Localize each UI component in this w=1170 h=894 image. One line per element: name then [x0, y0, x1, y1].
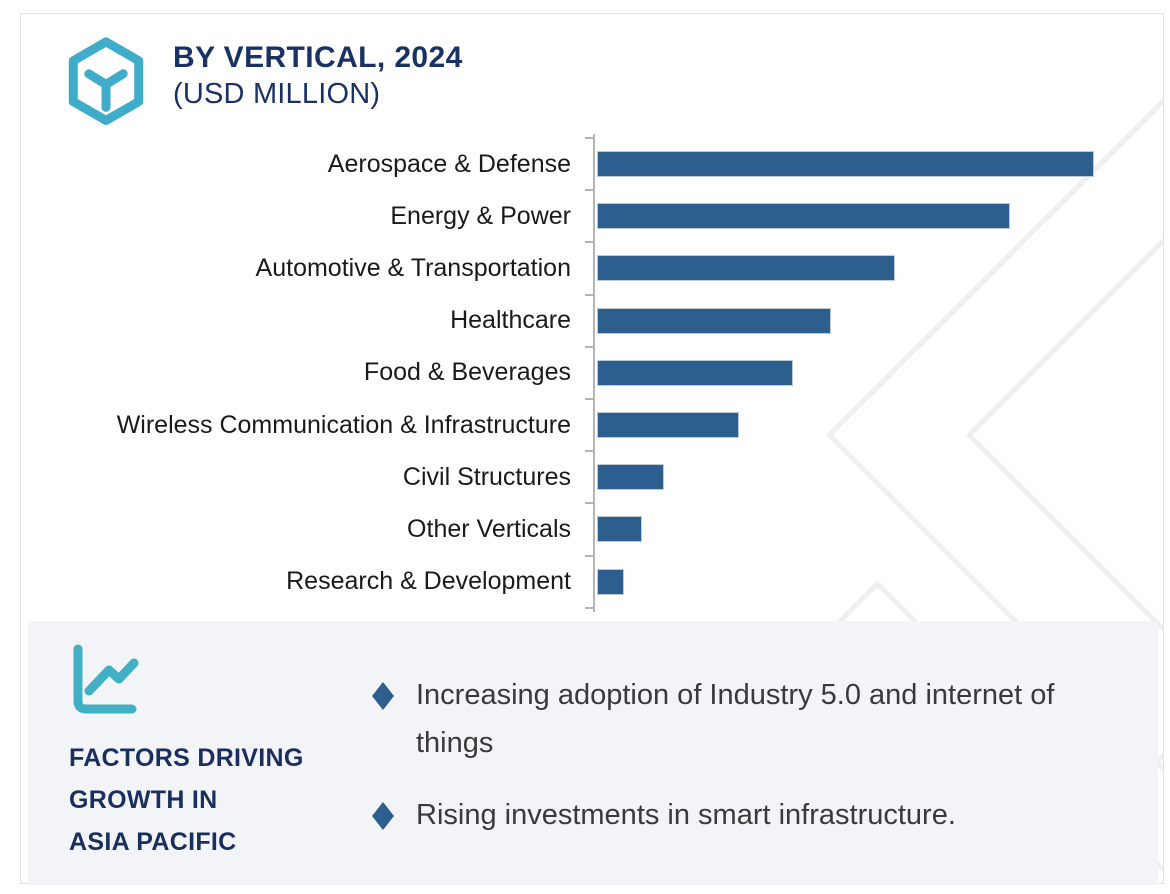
line-chart-icon [73, 644, 139, 714]
factors-title-line: ASIA PACIFIC [69, 828, 237, 856]
bar [597, 203, 1010, 230]
diamond-bullet-icon [372, 802, 394, 830]
axis-tick [585, 189, 594, 192]
bar [597, 255, 896, 282]
bar-track [594, 556, 1163, 608]
chart-row: Wireless Communication & Infrastructure [21, 399, 1163, 451]
category-label: Automotive & Transportation [255, 253, 571, 282]
axis-tick [585, 502, 594, 505]
axis-tick [585, 450, 594, 453]
axis-tick [585, 345, 594, 348]
page-title: BY VERTICAL, 2024 [173, 41, 463, 74]
category-label: Research & Development [286, 567, 571, 596]
axis-tick [585, 398, 594, 400]
factors-title: FACTORS DRIVING GROWTH IN ASIA PACIFIC [69, 737, 304, 863]
diamond-bullet-icon [372, 682, 394, 710]
bar-track [594, 451, 1163, 503]
chart-row: Other Verticals [21, 503, 1163, 555]
chart-row: Healthcare [21, 295, 1163, 347]
axis-tick [585, 293, 594, 296]
category-label: Energy & Power [390, 201, 571, 230]
brand-hexagon-cube-icon [68, 37, 144, 125]
bar-track [594, 295, 1163, 347]
bar-track [594, 190, 1163, 242]
bar [597, 359, 794, 386]
factors-title-line: FACTORS DRIVING [69, 744, 304, 772]
bullet-text: Increasing adoption of Industry 5.0 and … [416, 679, 1055, 759]
bar [597, 151, 1094, 178]
infographic-frame: BY VERTICAL, 2024 (USD MILLION) Aerospac… [20, 13, 1164, 885]
chart-rows: Aerospace & Defense Energy & Power Automot… [21, 134, 1163, 612]
axis-tick [585, 137, 594, 139]
bar-track [594, 347, 1163, 399]
chart-row: Civil Structures [21, 451, 1163, 503]
axis-tick [585, 606, 594, 609]
axis-tick [585, 554, 594, 557]
factors-panel: FACTORS DRIVING GROWTH IN ASIA PACIFIC Inc… [28, 621, 1158, 885]
chart-row: Aerospace & Defense [21, 138, 1163, 190]
category-label: Healthcare [450, 306, 571, 335]
chart-row: Automotive & Transportation [21, 242, 1163, 294]
bullet-text: Rising investments in smart infrastructu… [416, 799, 956, 831]
y-axis-line [593, 134, 595, 612]
bar [597, 568, 625, 595]
page-subtitle: (USD MILLION) [173, 78, 381, 110]
bar-track [594, 138, 1163, 190]
chart-row: Energy & Power [21, 190, 1163, 242]
factors-title-line: GROWTH IN [69, 786, 218, 814]
category-label: Wireless Communication & Infrastructure [116, 410, 571, 439]
bar [597, 516, 642, 543]
bar [597, 464, 665, 491]
bar-chart: Aerospace & Defense Energy & Power Automot… [21, 134, 1163, 612]
bar-track [594, 399, 1163, 451]
bullet-item: Rising investments in smart infrastructu… [372, 791, 1072, 839]
category-label: Other Verticals [407, 514, 571, 543]
axis-tick [585, 241, 594, 244]
bar [597, 412, 739, 439]
chart-row: Research & Development [21, 556, 1163, 608]
bar [597, 307, 831, 334]
bar-track [594, 242, 1163, 294]
chart-row: Food & Beverages [21, 347, 1163, 399]
bullet-item: Increasing adoption of Industry 5.0 and … [372, 671, 1072, 767]
factors-bullet-list: Increasing adoption of Industry 5.0 and … [372, 671, 1072, 863]
page-title-block: BY VERTICAL, 2024 (USD MILLION) [173, 40, 463, 112]
category-label: Civil Structures [402, 462, 571, 491]
category-label: Aerospace & Defense [327, 149, 571, 178]
bar-track [594, 503, 1163, 555]
category-label: Food & Beverages [363, 358, 571, 387]
